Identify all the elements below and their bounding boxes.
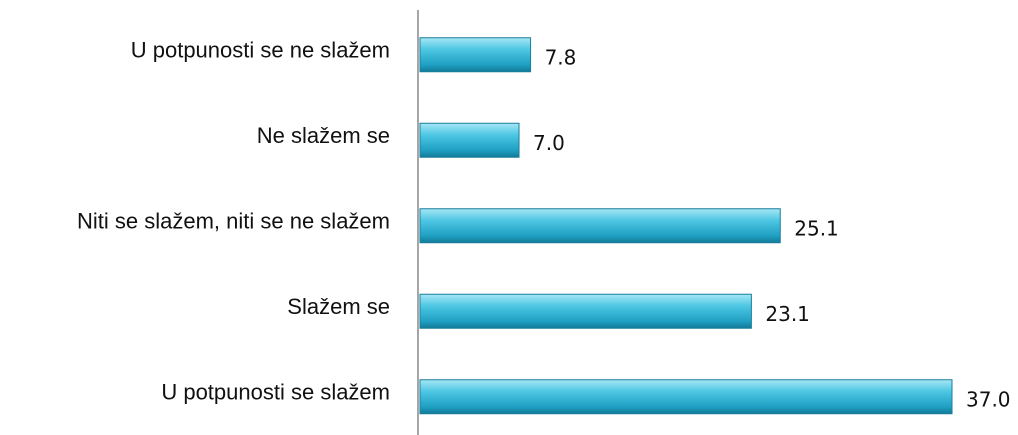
category-label: Slažem se (287, 294, 390, 319)
bar (419, 208, 781, 244)
bar (419, 37, 532, 73)
category-label: Niti se slažem, niti se ne slažem (77, 209, 390, 234)
category-label: U potpunosti se ne slažem (131, 38, 390, 63)
category-label: U potpunosti se slažem (161, 380, 390, 405)
bar (419, 293, 752, 329)
value-label: 7.8 (545, 45, 577, 69)
bar (419, 379, 953, 415)
category-label: Ne slažem se (257, 123, 390, 148)
value-label: 37.0 (966, 387, 1011, 411)
bar (419, 122, 520, 158)
value-label: 25.1 (794, 216, 839, 240)
value-label: 7.0 (533, 131, 565, 155)
value-label: 23.1 (765, 302, 810, 326)
